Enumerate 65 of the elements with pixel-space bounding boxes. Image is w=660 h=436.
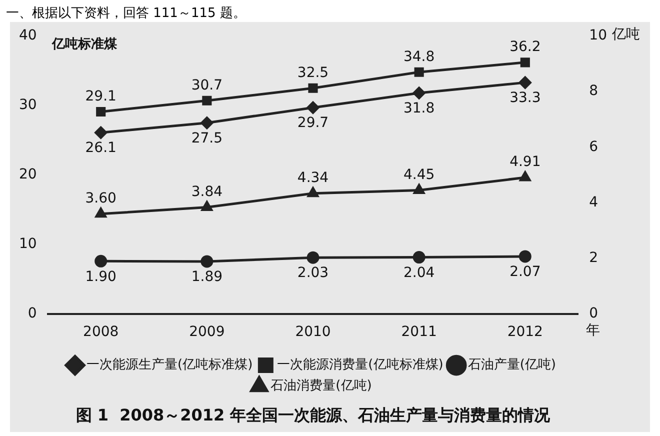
point bbox=[201, 201, 213, 211]
y2-tick-label: 0 bbox=[589, 306, 598, 322]
y-tick-label: 40 bbox=[18, 28, 37, 44]
point bbox=[306, 251, 320, 264]
data-label: 27.5 bbox=[191, 130, 223, 147]
legend-label: 一次能源消费量(亿吨标准煤) bbox=[277, 358, 444, 373]
point bbox=[94, 126, 108, 139]
point bbox=[412, 86, 426, 100]
y-tick-label: 20 bbox=[18, 166, 37, 183]
point bbox=[518, 250, 532, 263]
point bbox=[96, 106, 106, 117]
point bbox=[308, 83, 318, 93]
data-label: 4.34 bbox=[297, 170, 329, 186]
y-axis-title: 亿吨标准煤 bbox=[50, 36, 118, 52]
data-label: 4.91 bbox=[510, 154, 541, 170]
y2-tick-label: 10 bbox=[589, 28, 608, 44]
data-label: 31.8 bbox=[403, 100, 435, 117]
x-tick-label: 2011 bbox=[401, 324, 437, 340]
data-label: 32.5 bbox=[297, 64, 329, 81]
text: 一、根据以下资料，回答 111～115 题。 bbox=[6, 6, 246, 21]
data-label: 26.1 bbox=[85, 140, 116, 156]
y2-tick-label: 8 bbox=[589, 83, 598, 100]
y2-tick-label: 4 bbox=[589, 194, 598, 210]
data-label: 2.04 bbox=[403, 264, 435, 281]
x-tick-label: 2009 bbox=[189, 324, 225, 340]
data-label: 4.45 bbox=[403, 166, 435, 183]
x-tick-label: 2010 bbox=[295, 324, 331, 340]
legend-label: 石油消费量(亿吨) bbox=[270, 378, 372, 394]
data-label: 33.3 bbox=[510, 90, 541, 106]
data-label: 30.7 bbox=[191, 77, 223, 94]
point bbox=[307, 187, 319, 198]
point bbox=[412, 251, 426, 264]
x-tick-label: 2008 bbox=[83, 324, 119, 340]
y-tick-label: 30 bbox=[18, 97, 37, 114]
point bbox=[520, 171, 531, 182]
y-tick-label: 10 bbox=[18, 236, 37, 252]
point bbox=[200, 116, 214, 130]
y2-axis-title: 亿吨 bbox=[611, 26, 640, 43]
point bbox=[94, 254, 108, 268]
legend-label: 石油产量(亿吨) bbox=[468, 358, 556, 373]
data-label: 34.8 bbox=[403, 48, 435, 65]
data-label: 2.03 bbox=[297, 265, 329, 282]
data-label: 3.60 bbox=[85, 190, 116, 207]
data-label: 1.90 bbox=[85, 268, 116, 285]
point bbox=[413, 184, 425, 194]
data-label: 1.89 bbox=[191, 269, 223, 286]
point bbox=[200, 255, 214, 268]
data-label: 29.7 bbox=[297, 115, 329, 132]
point bbox=[306, 101, 320, 114]
point bbox=[518, 76, 532, 89]
y-tick-label: 0 bbox=[28, 306, 37, 322]
point bbox=[414, 67, 424, 77]
legend-label: 一次能源生产量(亿吨标准煤) bbox=[86, 358, 253, 373]
text: 图 1 2008～2012 年全国一次能源、石油生产量与消费量的情况 bbox=[76, 406, 552, 425]
point bbox=[202, 96, 212, 106]
y2-tick-label: 6 bbox=[589, 138, 598, 155]
data-label: 29.1 bbox=[85, 88, 116, 104]
y2-tick-label: 2 bbox=[589, 250, 598, 266]
x-tick-label: 2012 bbox=[507, 324, 543, 340]
point bbox=[95, 208, 106, 218]
data-label: 3.84 bbox=[191, 184, 223, 200]
data-label: 36.2 bbox=[510, 39, 541, 56]
data-label: 2.07 bbox=[510, 264, 541, 280]
x-axis-title: 年 bbox=[586, 322, 600, 339]
point bbox=[520, 58, 530, 68]
